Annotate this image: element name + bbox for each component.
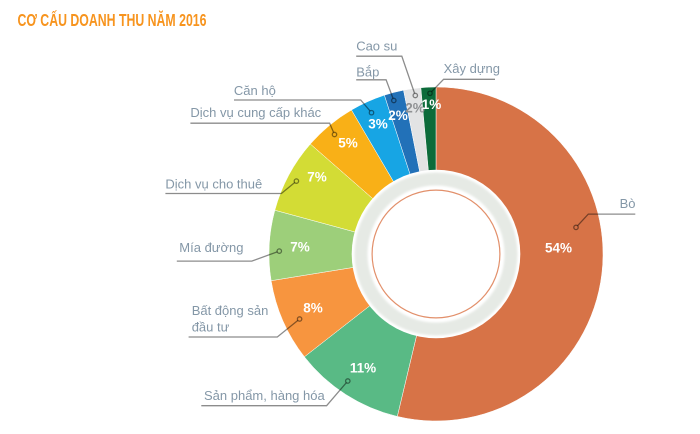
svg-text:Mía đường: Mía đường [179,240,243,255]
svg-text:54%: 54% [545,241,572,256]
svg-text:Xây dựng: Xây dựng [444,61,500,76]
svg-text:Bắp: Bắp [356,65,379,80]
svg-text:8%: 8% [303,301,323,316]
svg-text:CƠ CẤU DOANH THU NĂM 2016: CƠ CẤU DOANH THU NĂM 2016 [18,9,207,30]
svg-text:7%: 7% [290,240,310,255]
svg-text:đầu tư: đầu tư [192,320,230,335]
svg-text:1%: 1% [422,97,442,112]
svg-text:Bò: Bò [620,196,636,211]
svg-text:7%: 7% [307,170,327,185]
svg-text:5%: 5% [338,136,358,151]
svg-text:Bất động sản: Bất động sản [192,303,269,318]
svg-text:Sản phẩm, hàng hóa: Sản phẩm, hàng hóa [204,388,325,403]
svg-text:Căn hộ: Căn hộ [234,83,276,98]
svg-text:3%: 3% [368,117,388,132]
svg-text:Dịch vụ cho thuê: Dịch vụ cho thuê [165,177,262,192]
svg-text:Cao su: Cao su [356,39,397,54]
svg-text:11%: 11% [350,361,376,376]
svg-text:2%: 2% [405,101,425,116]
svg-text:Dịch vụ cung cấp khác: Dịch vụ cung cấp khác [190,105,321,120]
svg-text:2%: 2% [388,108,408,123]
